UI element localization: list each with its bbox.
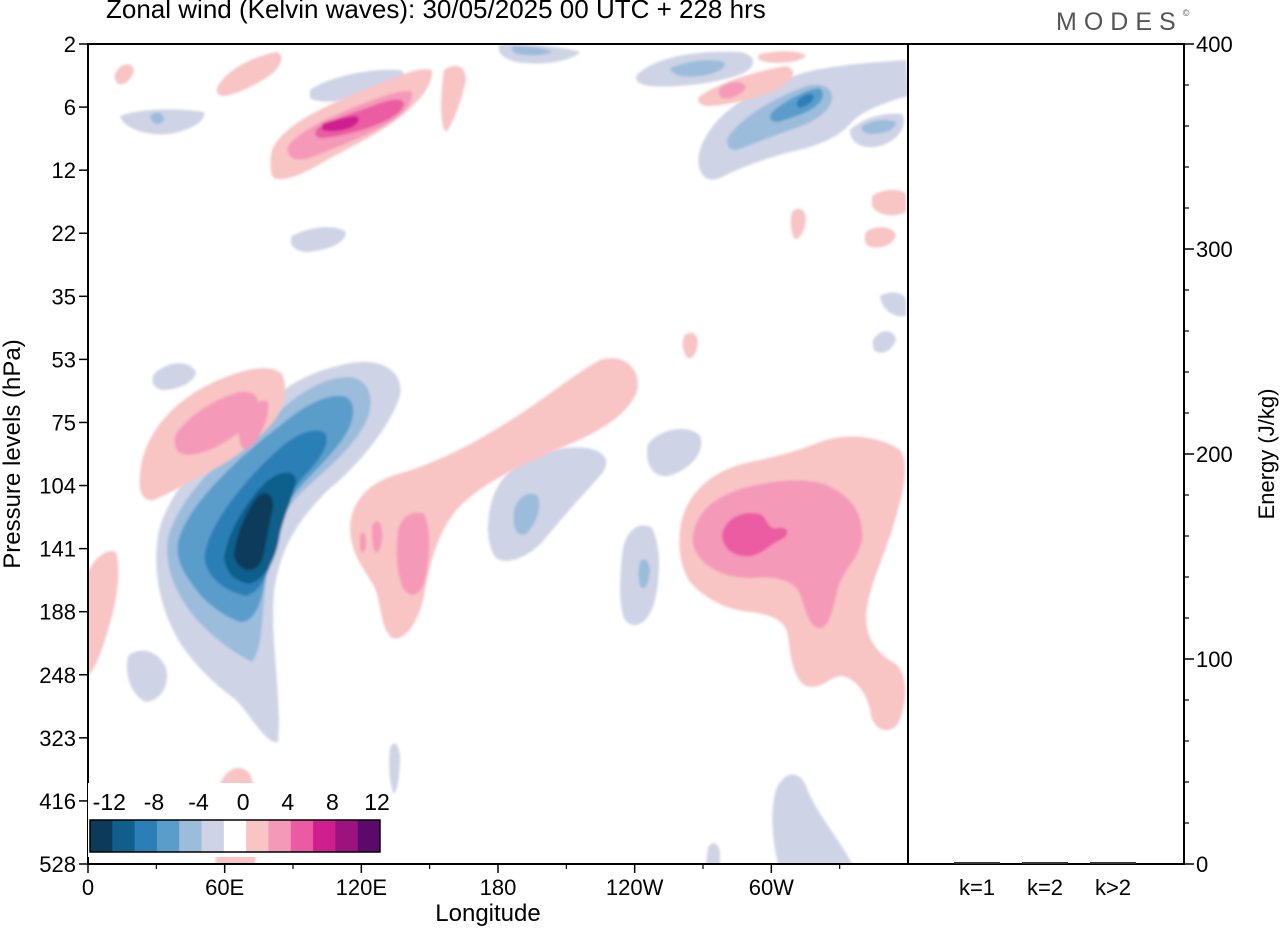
colorbar-swatch bbox=[201, 820, 225, 852]
x-tick-label: 0 bbox=[82, 875, 94, 900]
chart-title: Zonal wind (Kelvin waves): 30/05/2025 00… bbox=[106, 0, 766, 24]
y-tick-label: 188 bbox=[39, 600, 76, 625]
colorbar-frame bbox=[89, 819, 381, 853]
contour-field bbox=[88, 44, 908, 864]
y-tick-label: 248 bbox=[39, 663, 76, 688]
colorbar-label: 4 bbox=[281, 789, 294, 815]
y-tick-label: 104 bbox=[39, 474, 76, 499]
y-tick-label: 416 bbox=[39, 789, 76, 814]
colorbar-swatch bbox=[90, 820, 113, 852]
colorbar-swatch bbox=[156, 820, 180, 852]
positive-anomaly-eastern bbox=[679, 436, 906, 731]
colorbar-swatch bbox=[313, 820, 336, 852]
energy-tick-label: 0 bbox=[1196, 852, 1208, 877]
colorbar-swatch bbox=[268, 820, 292, 852]
energy-bar bbox=[954, 862, 1000, 864]
x-tick-label: 120W bbox=[606, 875, 664, 900]
energy-tick-label: 400 bbox=[1196, 32, 1233, 57]
energy-panel: 0 100 200 300 400 Energy (J/kg) k=1 k=2 k>2 bbox=[907, 32, 1279, 900]
energy-category-label: k=2 bbox=[1027, 875, 1063, 900]
colorbar-swatch bbox=[357, 820, 381, 852]
colorbar-label: 8 bbox=[326, 789, 339, 815]
colorbar-label: 0 bbox=[237, 789, 250, 815]
colorbar-label: -4 bbox=[188, 789, 209, 815]
energy-axis-label: Energy (J/kg) bbox=[1254, 389, 1279, 520]
y-tick-label: 141 bbox=[39, 537, 76, 562]
energy-tick-label: 100 bbox=[1196, 647, 1233, 672]
colorbar-swatch bbox=[290, 820, 314, 852]
colorbar-swatch bbox=[335, 820, 359, 852]
y-tick-label: 53 bbox=[52, 347, 76, 372]
colorbar-label: -12 bbox=[93, 789, 126, 815]
colorbar-swatch bbox=[246, 820, 269, 852]
energy-tick-label: 200 bbox=[1196, 442, 1233, 467]
energy-bar bbox=[1090, 862, 1136, 864]
x-tick-label: 180 bbox=[480, 875, 517, 900]
colorbar-swatch bbox=[134, 820, 158, 852]
energy-bar bbox=[1022, 862, 1068, 864]
x-tick-label: 60E bbox=[205, 875, 244, 900]
y-tick-label: 6 bbox=[64, 95, 76, 120]
energy-tick-label: 300 bbox=[1196, 237, 1233, 262]
x-tick-label: 60W bbox=[749, 875, 794, 900]
y-tick-label: 528 bbox=[39, 852, 76, 877]
colorbar: -12 -8 -4 0 4 8 12 bbox=[88, 783, 390, 857]
positive-anomaly-upper bbox=[114, 51, 906, 359]
negative-anomaly-middle bbox=[126, 292, 906, 864]
logo-text: MODES bbox=[1056, 8, 1183, 36]
y-tick-label: 12 bbox=[52, 158, 76, 183]
x-tick-label: 120E bbox=[336, 875, 387, 900]
negative-anomaly-upper bbox=[120, 44, 908, 252]
axes-layer: 0 60E 120E 180 120W 60W Longitude 2 6 12 22 35 53 75 1… bbox=[0, 32, 909, 927]
y-tick-label: 2 bbox=[64, 32, 76, 57]
logo-mark: © bbox=[1182, 8, 1190, 18]
energy-category-label: k>2 bbox=[1095, 875, 1131, 900]
energy-category-label: k=1 bbox=[959, 875, 995, 900]
colorbar-swatch bbox=[179, 820, 203, 852]
y-tick-label: 35 bbox=[52, 284, 76, 309]
modes-logo: MODES© bbox=[1056, 8, 1189, 37]
colorbar-swatch bbox=[112, 820, 136, 852]
colorbar-label: -8 bbox=[144, 789, 164, 815]
colorbar-label: 12 bbox=[364, 789, 390, 815]
y-tick-label: 323 bbox=[39, 726, 76, 751]
y-tick-label: 22 bbox=[52, 221, 76, 246]
x-axis-label: Longitude bbox=[435, 900, 540, 927]
energy-frame bbox=[907, 43, 1185, 865]
positive-anomaly-central bbox=[350, 358, 638, 639]
colorbar-swatch bbox=[223, 820, 247, 852]
y-axis-label: Pressure levels (hPa) bbox=[0, 339, 26, 568]
y-tick-label: 75 bbox=[52, 410, 76, 435]
